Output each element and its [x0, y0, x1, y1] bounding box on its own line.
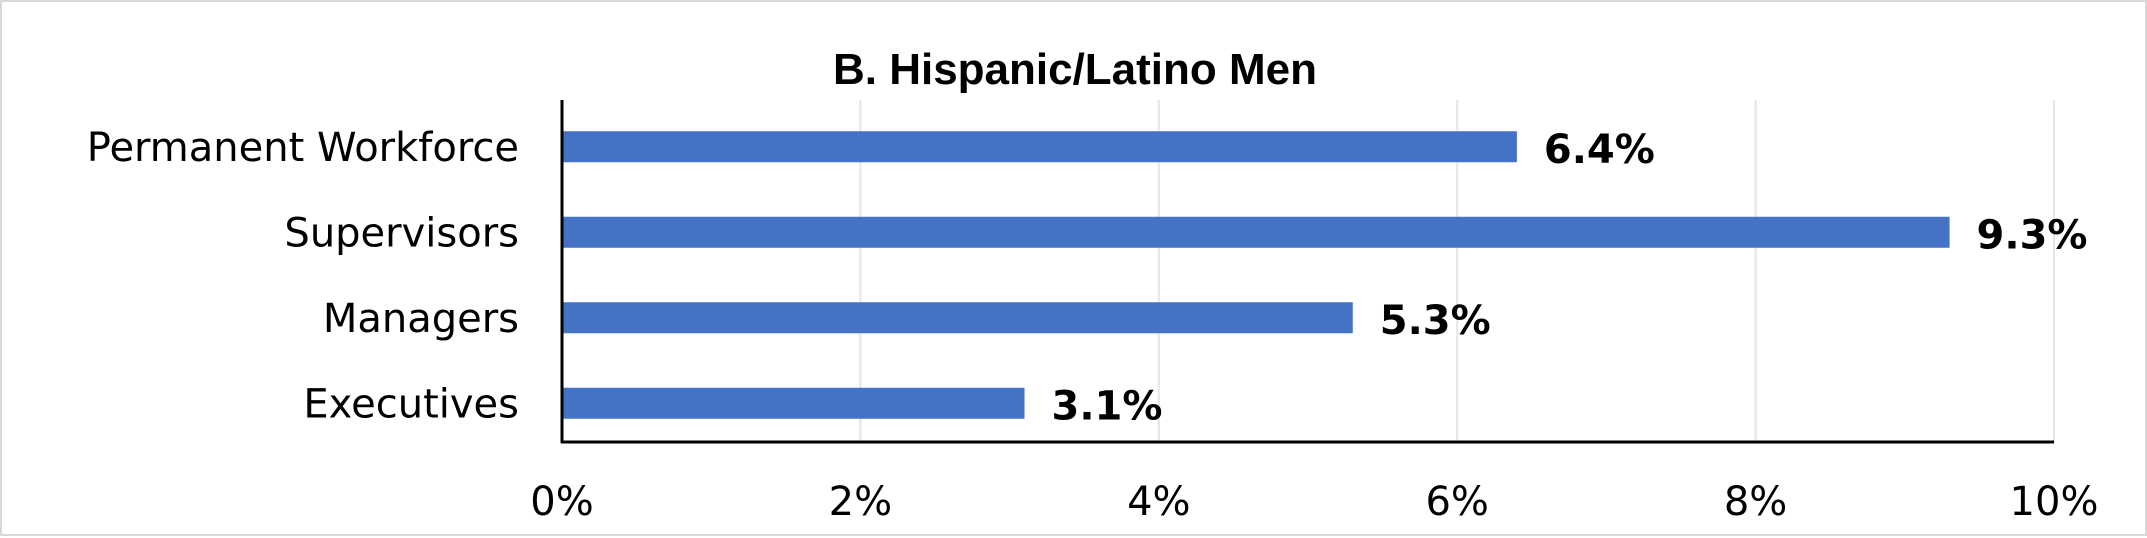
- x-tick-labels: 0% 2% 4% 6% 8% 10%: [530, 479, 2098, 525]
- bar-1: [562, 216, 1950, 248]
- data-label-1: 9.3%: [1977, 212, 2088, 258]
- data-labels: 6.4% 9.3% 5.3% 3.1%: [1052, 127, 2088, 430]
- chart-title: B. Hispanic/Latino Men: [833, 45, 1317, 94]
- x-tick-label-2: 4%: [1127, 479, 1190, 525]
- x-tick-label-3: 6%: [1425, 479, 1488, 525]
- data-label-0: 6.4%: [1544, 127, 1655, 173]
- category-label-3: Executives: [303, 381, 519, 427]
- category-label-2: Managers: [323, 296, 519, 342]
- category-label-0: Permanent Workforce: [87, 125, 519, 171]
- axes: [560, 100, 2054, 444]
- bar-0: [562, 131, 1517, 163]
- bars: [562, 131, 1950, 419]
- x-tick-label-0: 0%: [530, 479, 593, 525]
- x-tick-label-1: 2%: [829, 479, 892, 525]
- bar-2: [562, 302, 1353, 334]
- bar-3: [562, 387, 1025, 419]
- category-labels: Permanent Workforce Supervisors Managers Ex…: [87, 125, 519, 428]
- x-tick-label-4: 8%: [1724, 479, 1787, 525]
- data-label-2: 5.3%: [1380, 298, 1491, 344]
- data-label-3: 3.1%: [1052, 383, 1163, 429]
- category-label-1: Supervisors: [284, 210, 519, 256]
- x-tick-label-5: 10%: [2010, 479, 2099, 525]
